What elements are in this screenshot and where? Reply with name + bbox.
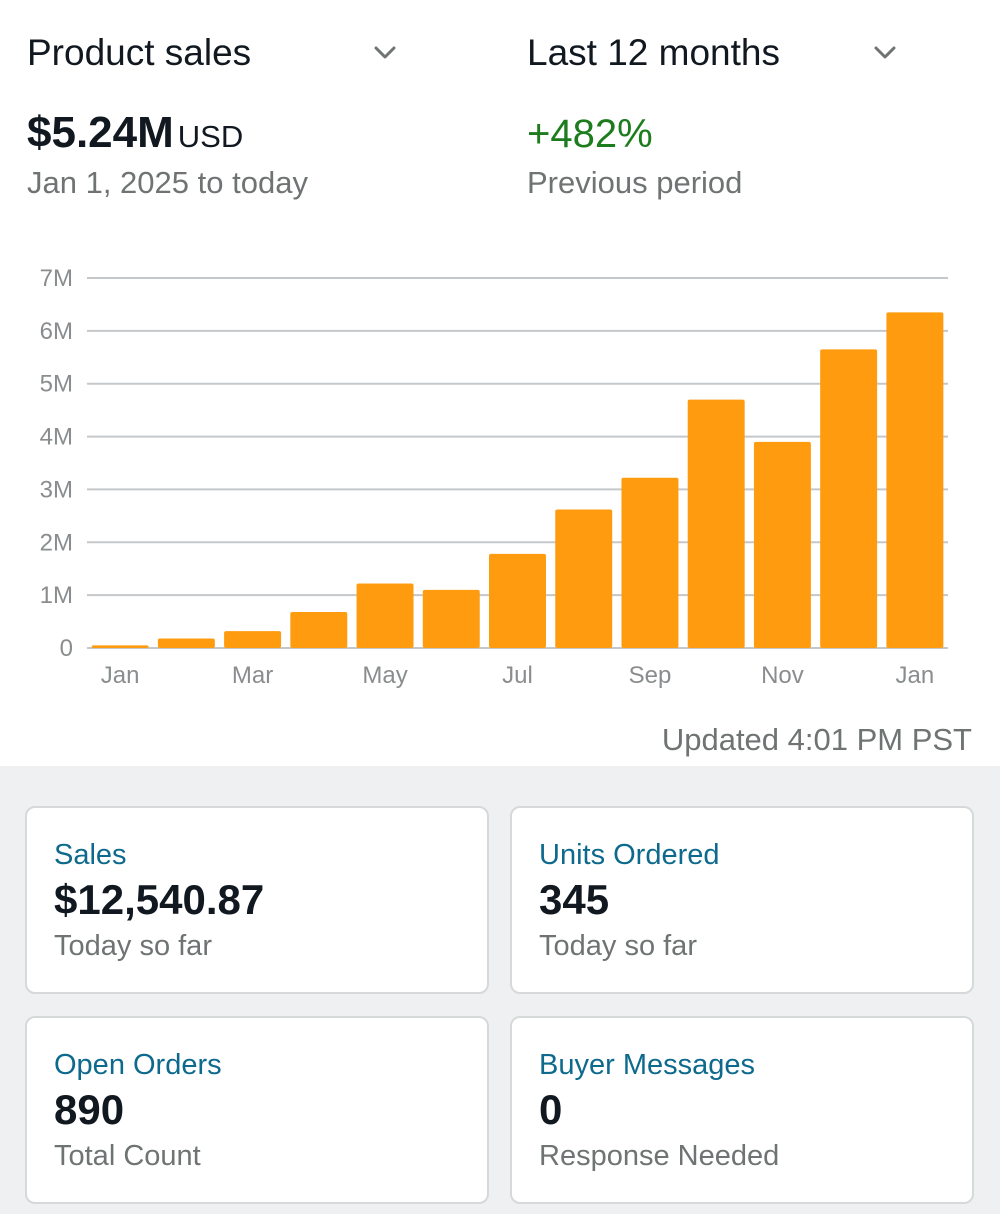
x-tick-label: Jan	[101, 662, 140, 689]
bar-sep-8[interactable]	[621, 477, 679, 648]
card-value: $12,540.87	[54, 876, 265, 923]
x-tick-label: Mar	[232, 662, 273, 689]
total-sales-amount: $5.24M	[27, 108, 174, 157]
total-sales-value: $5.24M USD	[27, 108, 243, 158]
bar-oct-9[interactable]	[687, 399, 745, 648]
last-updated-text: Updated 4:01 PM PST	[661, 722, 972, 757]
bar-may-4[interactable]	[356, 583, 414, 648]
card-subtitle: Today so far	[539, 930, 697, 962]
metric-cards-area: Sales $12,540.87 Today so far Units Orde…	[0, 766, 1000, 1214]
y-tick-label: 3M	[40, 476, 73, 503]
card-title: Units Ordered	[539, 839, 720, 871]
open-orders-card[interactable]: Open Orders 890 Total Count	[25, 1016, 489, 1204]
y-tick-label: 1M	[40, 582, 73, 609]
change-label: Previous period	[527, 165, 743, 200]
bar-dec-11[interactable]	[820, 349, 878, 648]
y-tick-label: 6M	[40, 318, 73, 345]
y-tick-label: 5M	[40, 371, 73, 398]
card-subtitle: Response Needed	[539, 1140, 780, 1172]
y-tick-label: 4M	[40, 424, 73, 451]
card-value: 345	[539, 876, 610, 923]
bar-nov-10[interactable]	[753, 441, 811, 648]
y-tick-label: 7M	[40, 265, 73, 292]
metric-selector[interactable]: Product sales	[27, 28, 399, 78]
card-title: Buyer Messages	[539, 1049, 755, 1081]
sales-card[interactable]: Sales $12,540.87 Today so far	[25, 806, 489, 994]
bar-jan-0[interactable]	[91, 645, 149, 648]
bar-aug-7[interactable]	[555, 509, 613, 648]
y-tick-label: 0	[60, 635, 73, 662]
y-tick-label: 2M	[40, 529, 73, 556]
card-title: Open Orders	[54, 1049, 222, 1081]
x-tick-label: Jul	[502, 662, 533, 689]
currency-label: USD	[177, 119, 244, 154]
card-title: Sales	[54, 839, 127, 871]
buyer-messages-card[interactable]: Buyer Messages 0 Response Needed	[510, 1016, 974, 1204]
x-tick-label: Nov	[761, 662, 804, 689]
bar-jan-12[interactable]	[886, 312, 944, 648]
date-range-text: Jan 1, 2025 to today	[27, 165, 308, 200]
metric-selector-label: Product sales	[27, 32, 252, 73]
chevron-down-icon	[374, 46, 396, 59]
x-tick-label: Jan	[896, 662, 935, 689]
period-selector[interactable]: Last 12 months	[527, 28, 899, 78]
card-subtitle: Total Count	[54, 1140, 201, 1172]
x-tick-label: Sep	[629, 662, 672, 689]
chevron-down-icon	[874, 46, 896, 59]
x-tick-label: May	[362, 662, 407, 689]
units-ordered-card[interactable]: Units Ordered 345 Today so far	[510, 806, 974, 994]
bar-feb-1[interactable]	[157, 638, 215, 648]
bar-jun-5[interactable]	[422, 589, 480, 648]
period-selector-label: Last 12 months	[527, 32, 780, 73]
card-subtitle: Today so far	[54, 930, 212, 962]
sales-bar-chart: 0 1M 2M 3M 4M 5M 6M 7M Jan Mar May Jul Sep Nov Jan	[40, 265, 948, 689]
change-percentage: +482%	[527, 112, 653, 156]
card-value: 890	[54, 1086, 125, 1133]
bar-apr-3[interactable]	[290, 612, 348, 648]
bar-jul-6[interactable]	[489, 553, 546, 648]
sales-overview-panel: Product sales Last 12 months $5.24M USD J…	[27, 28, 972, 757]
bar-mar-2[interactable]	[224, 631, 282, 648]
card-value: 0	[539, 1086, 563, 1133]
